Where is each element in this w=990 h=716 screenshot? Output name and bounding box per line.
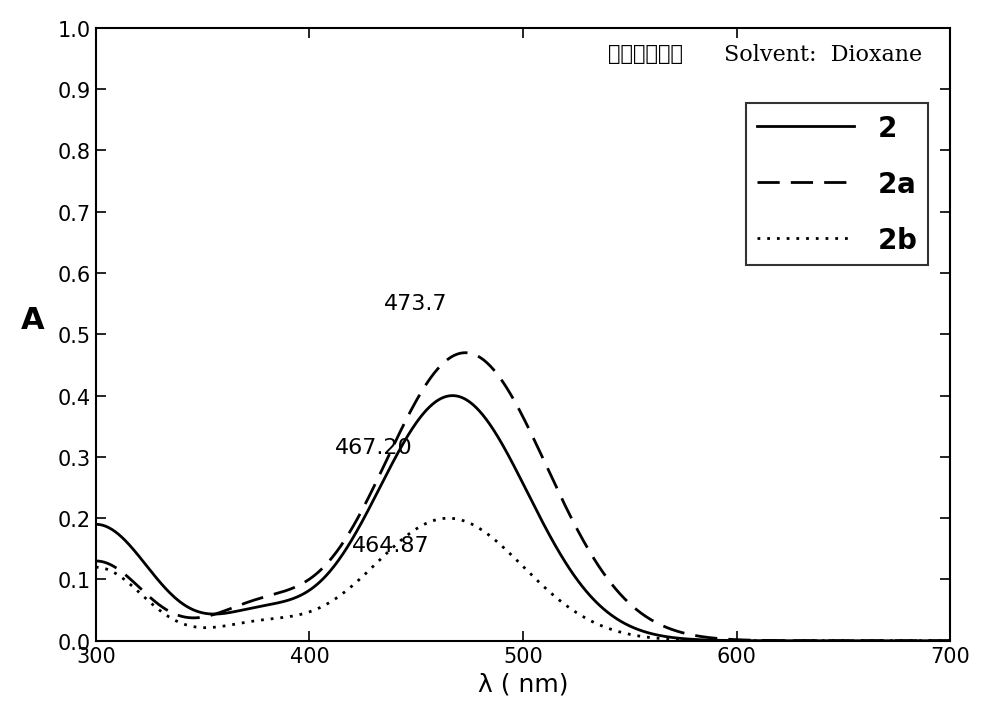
Text: 溶剂：二嘌烷: 溶剂：二嘌烷: [608, 44, 683, 64]
Legend: $\mathbf{2}$, $\mathbf{2a}$, $\mathbf{2b}$: $\mathbf{2}$, $\mathbf{2a}$, $\mathbf{2b…: [745, 104, 927, 266]
X-axis label: λ ( nm): λ ( nm): [477, 671, 567, 695]
Text: Solvent:  Dioxane: Solvent: Dioxane: [723, 44, 921, 66]
Text: 464.87: 464.87: [351, 535, 429, 555]
Y-axis label: A: A: [21, 306, 45, 335]
Text: 467.20: 467.20: [335, 437, 412, 458]
Text: 473.7: 473.7: [384, 294, 447, 314]
